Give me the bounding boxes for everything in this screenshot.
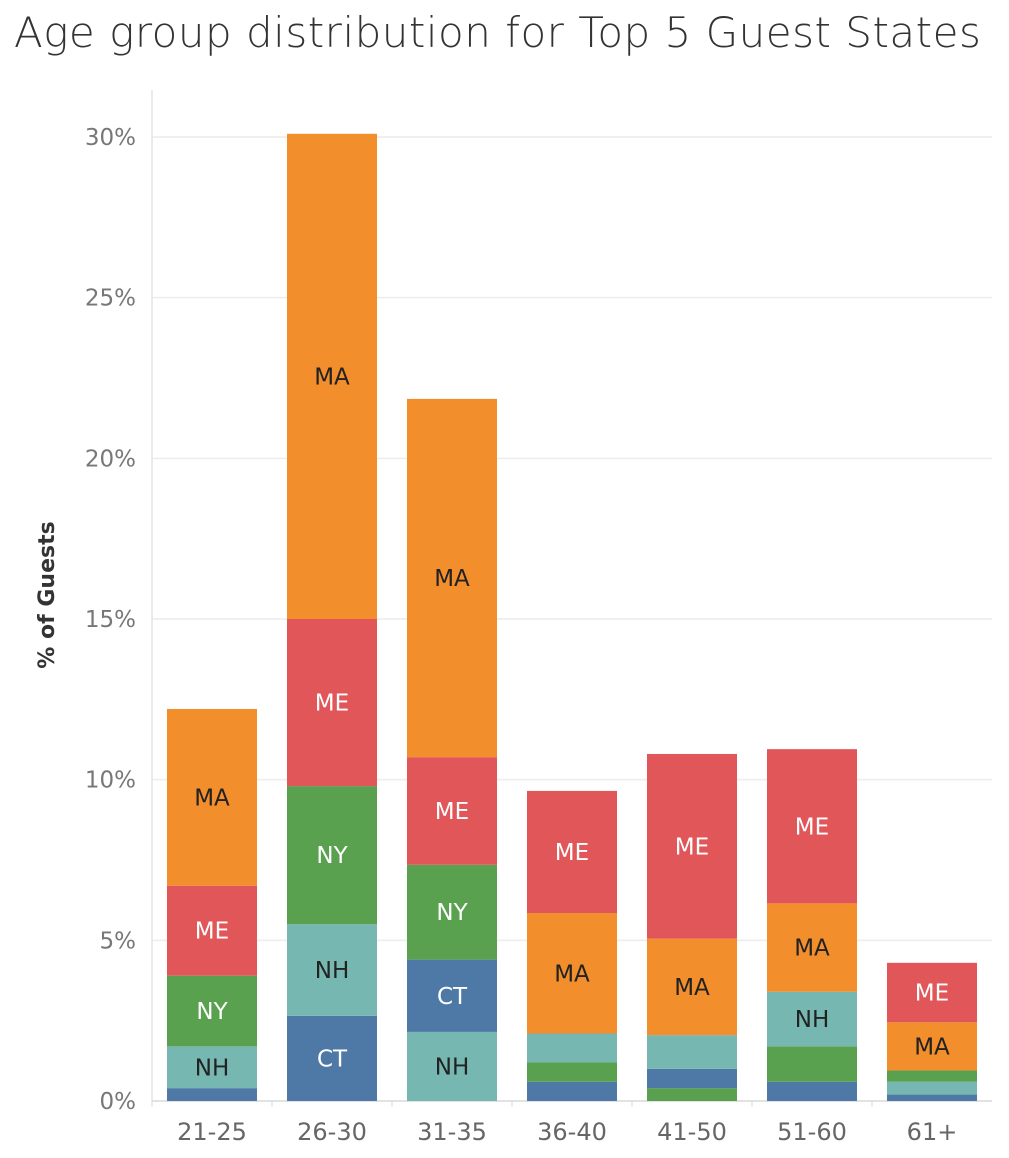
bar-segment-41-50-NY (647, 1088, 737, 1101)
bars (167, 133, 977, 1101)
x-category-label: 51-60 (777, 1118, 847, 1146)
bar-segment-31-35-NY (407, 864, 497, 960)
segment-label: MA (314, 364, 350, 390)
y-tick-label: 20% (85, 446, 136, 472)
segment-label: NH (195, 1055, 230, 1081)
bar-segment-26-30-NY (287, 786, 377, 925)
segment-label: MA (914, 1034, 950, 1060)
segment-label: MA (674, 975, 710, 1001)
y-tick-label: 5% (100, 928, 137, 954)
bar-segment-61+-NY (887, 1070, 977, 1082)
bar-segment-51-60-MA (767, 903, 857, 992)
bar-segment-61+-MA (887, 1022, 977, 1071)
bar-segment-26-30-MA (287, 133, 377, 619)
bar-segment-61+-ME (887, 962, 977, 1023)
bar-segment-36-40-MA (527, 913, 617, 1034)
bar-segment-36-40-CT (527, 1081, 617, 1101)
segment-label: MA (194, 785, 230, 811)
y-tick-label: 15% (85, 607, 136, 633)
bar-segment-26-30-ME (287, 619, 377, 787)
bar-segment-61+-CT (887, 1094, 977, 1101)
bar-segment-51-60-NY (767, 1046, 857, 1082)
bar-segment-21-25-CT (167, 1088, 257, 1101)
bar-segment-36-40-NY (527, 1062, 617, 1082)
x-category-label: 31-35 (417, 1118, 487, 1146)
x-category-label: 41-50 (657, 1118, 727, 1146)
y-tick-label: 25% (85, 286, 136, 312)
bar-segment-21-25-ME (167, 885, 257, 976)
segment-label: ME (915, 981, 949, 1007)
x-category-label: 61+ (907, 1118, 958, 1146)
segment-label: NH (315, 958, 350, 984)
segment-label: CT (317, 1046, 348, 1072)
segment-label: CT (437, 984, 468, 1010)
segment-label: NH (435, 1054, 470, 1080)
bar-segment-51-60-CT (767, 1081, 857, 1101)
bar-segment-41-50-ME (647, 753, 737, 939)
y-axis-title: % of Guests (35, 521, 60, 668)
y-tick-label: 10% (85, 768, 136, 794)
segment-label: NY (196, 999, 228, 1025)
segment-label: MA (434, 566, 470, 592)
bar-segment-31-35-CT (407, 959, 497, 1032)
segment-label: MA (794, 936, 830, 962)
y-tick-label: 30% (85, 125, 136, 151)
bar-segment-51-60-NH (767, 991, 857, 1047)
bar-segment-36-40-NH (527, 1033, 617, 1063)
bar-segment-21-25-NH (167, 1046, 257, 1089)
segment-label: ME (555, 840, 589, 866)
x-category-label: 21-25 (177, 1118, 247, 1146)
axes: 0% 5% 10% 15% 20% 25% 30% % of Guests 21-25 26-30… (35, 90, 992, 1146)
bar-segment-41-50-CT (647, 1068, 737, 1089)
bar-segment-26-30-CT (287, 1015, 377, 1101)
y-tick-label: 0% (100, 1089, 137, 1115)
bar-segment-61+-NH (887, 1081, 977, 1095)
chart-title: Age group distribution for Top 5 Guest S… (14, 8, 982, 57)
segment-label: ME (435, 799, 469, 825)
bar-segment-51-60-ME (767, 749, 857, 904)
segment-label: NH (795, 1007, 830, 1033)
labels: NH NY ME MA CT NH NY ME MA NH CT NY ME MA MA ME MA ME NH MA… (194, 364, 950, 1081)
segment-label: ME (795, 814, 829, 840)
segment-label: ME (675, 834, 709, 860)
bar-segment-36-40-ME (527, 790, 617, 914)
x-category-label: 36-40 (537, 1118, 607, 1146)
bar-segment-21-25-NY (167, 975, 257, 1047)
bar-segment-41-50-MA (647, 938, 737, 1036)
bar-segment-26-30-NH (287, 924, 377, 1016)
segment-label: NY (436, 900, 468, 926)
bar-segment-31-35-MA (407, 398, 497, 758)
x-category-label: 26-30 (297, 1118, 367, 1146)
bar-segment-21-25-MA (167, 708, 257, 886)
segment-label: NY (316, 843, 348, 869)
bar-segment-31-35-ME (407, 757, 497, 865)
bar-segment-41-50-NH (647, 1035, 737, 1069)
segment-label: ME (195, 919, 229, 945)
bar-segment-31-35-NH (407, 1031, 497, 1101)
segment-label: MA (554, 961, 590, 987)
segment-label: ME (315, 691, 349, 717)
